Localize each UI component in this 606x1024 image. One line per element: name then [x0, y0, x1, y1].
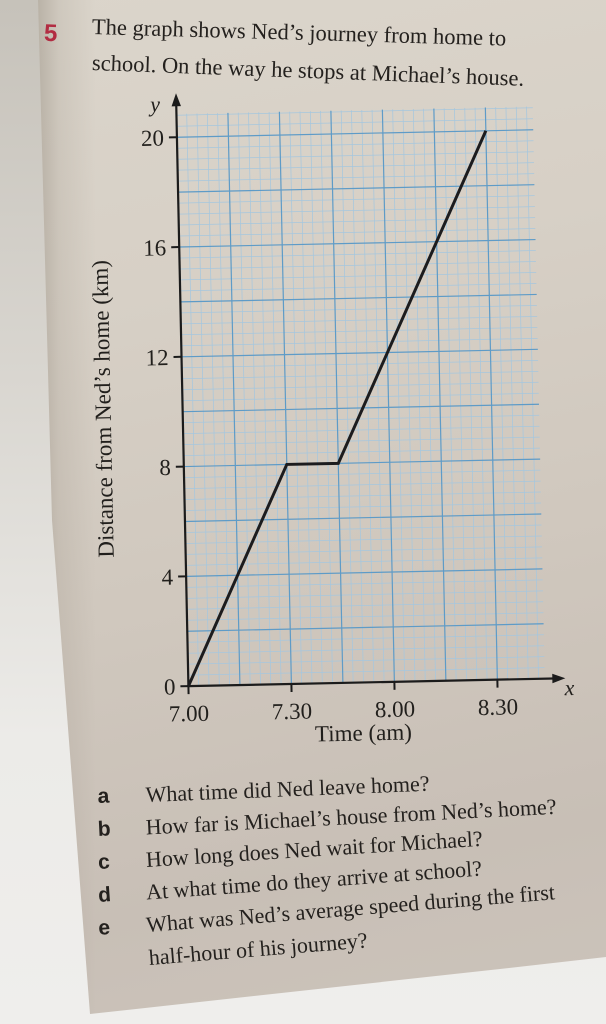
svg-text:7.30: 7.30	[272, 699, 313, 725]
question-letter: c	[97, 850, 111, 874]
question-number: 5	[43, 19, 58, 48]
svg-text:8.30: 8.30	[478, 694, 519, 720]
questions-list: a What time did Ned leave home? b How fa…	[97, 771, 575, 978]
question-letter: a	[97, 784, 110, 808]
question-letter: b	[97, 817, 112, 841]
distance-time-graph: 20 16 12 8 4 07.00 7.30 8.00 8.30 Distance from …	[87, 92, 575, 747]
grid-major-lines	[175, 107, 545, 687]
svg-text:16: 16	[143, 235, 167, 260]
journey-line	[187, 130, 488, 687]
axis-tick-labels: 20 16 12 8 4 07.00 7.30 8.00 8.30	[141, 126, 519, 727]
svg-text:20: 20	[141, 126, 165, 151]
svg-text:0: 0	[164, 674, 176, 699]
axis-ticks	[168, 136, 499, 695]
x-axis-title: Time (am)	[315, 719, 412, 746]
axes	[171, 93, 566, 688]
y-axis-title: Distance from Ned’s home (km)	[88, 260, 119, 558]
svg-text:8: 8	[159, 455, 171, 480]
y-axis-letter: y	[148, 92, 161, 117]
svg-text:7.00: 7.00	[169, 701, 210, 727]
question-letter: d	[97, 883, 112, 907]
problem-statement-line1: The graph shows Ned’s journey from home …	[91, 14, 507, 51]
svg-text:4: 4	[161, 565, 174, 590]
svg-text:8.00: 8.00	[375, 696, 416, 722]
x-axis-letter: x	[563, 675, 575, 700]
grid-minor-lines	[176, 106, 545, 686]
problem-statement: The graph shows Ned’s journey from home …	[91, 12, 597, 91]
question-letter: e	[97, 916, 111, 940]
graph-container: 20 16 12 8 4 0 7.00 7.30 8.00 8.30 Distance from …	[87, 81, 582, 771]
svg-text:12: 12	[145, 345, 169, 370]
